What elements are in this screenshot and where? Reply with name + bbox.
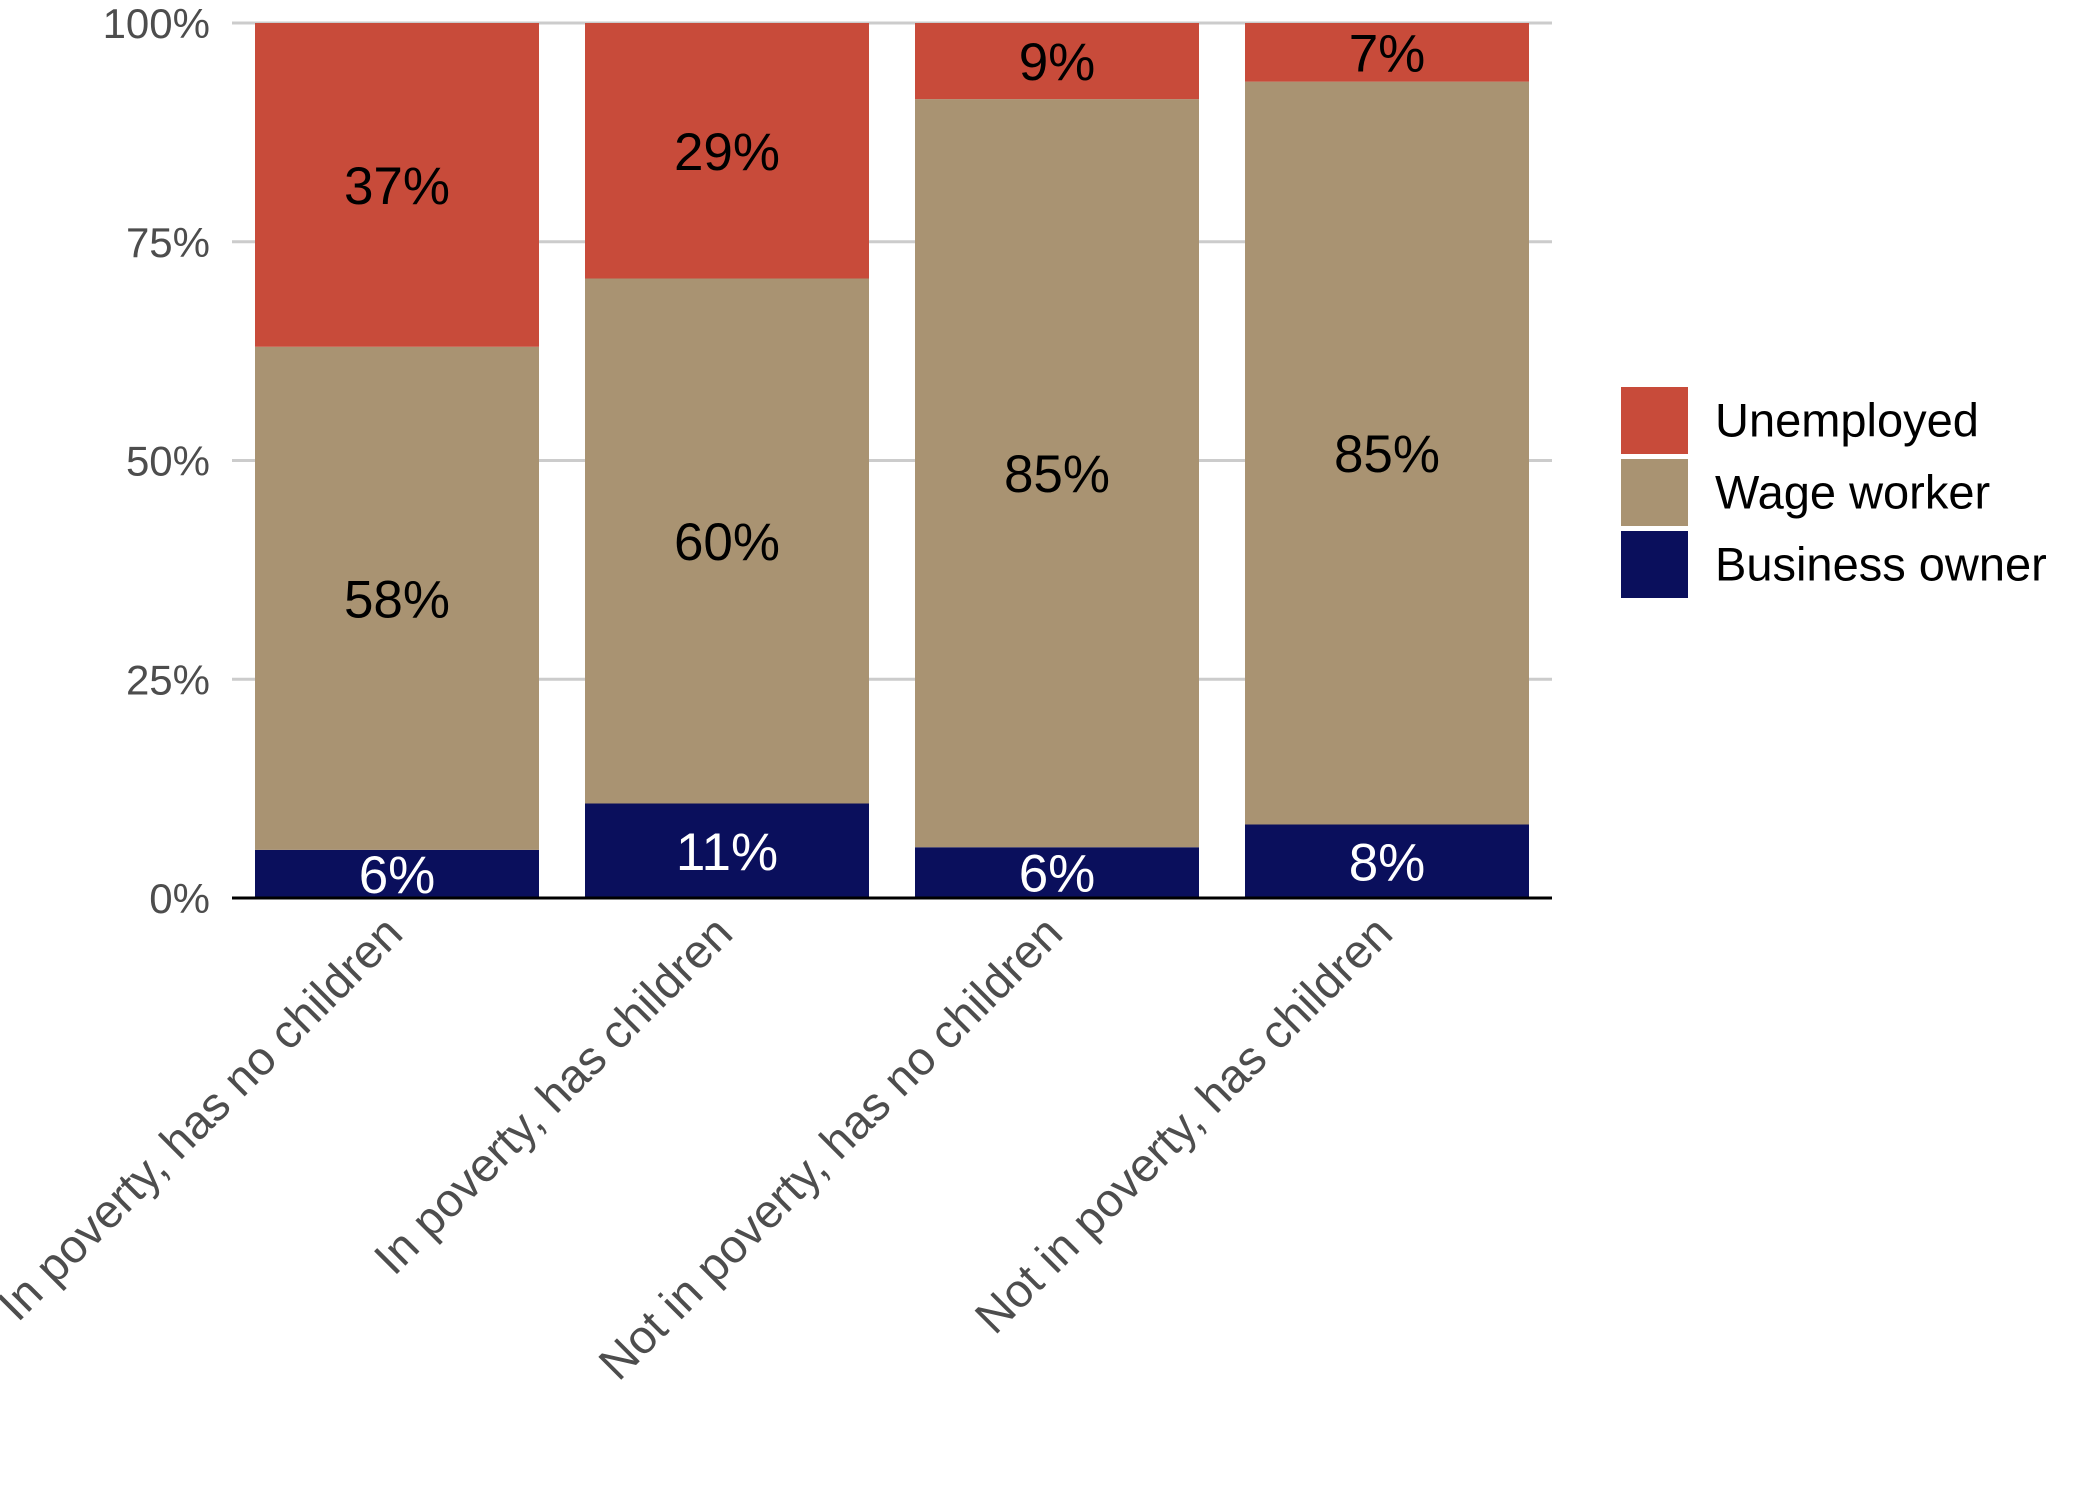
- legend-key-unemployed: [1621, 387, 1688, 454]
- data-label-unemployed-2: 29%: [674, 123, 780, 182]
- data-label-unemployed-3: 9%: [1019, 33, 1096, 92]
- legend-label-business-owner: Business owner: [1715, 538, 2047, 591]
- bar-business-owner-1: [255, 849, 539, 898]
- bar-wage-worker-2: [585, 278, 869, 804]
- legend-label-wage-worker: Wage worker: [1715, 466, 1990, 519]
- bar-business-owner-2: [585, 803, 869, 898]
- y-tick-label: 50%: [126, 438, 210, 485]
- y-tick-label: 0%: [149, 875, 210, 922]
- y-tick-label: 25%: [126, 656, 210, 703]
- data-label-wage-worker-2: 60%: [674, 513, 780, 572]
- y-tick-label: 100%: [103, 0, 210, 47]
- data-label-unemployed-1: 37%: [344, 157, 450, 216]
- data-labels: 6% 58% 37% 11% 60% 29% 6% 85% 9% 8% 85% 7%: [344, 24, 1440, 905]
- y-axis: 0% 25% 50% 75% 100%: [103, 0, 210, 922]
- data-label-business-owner-4: 8%: [1349, 833, 1426, 892]
- data-label-wage-worker-1: 58%: [344, 570, 450, 629]
- y-tick-label: 75%: [126, 219, 210, 266]
- bar-wage-worker-1: [255, 346, 539, 850]
- data-label-unemployed-4: 7%: [1349, 24, 1426, 83]
- bar-wage-worker-4: [1245, 81, 1529, 825]
- bar-unemployed-2: [585, 23, 869, 279]
- legend-label-unemployed: Unemployed: [1715, 394, 1979, 447]
- bar-unemployed-3: [915, 23, 1199, 100]
- data-label-wage-worker-3: 85%: [1004, 445, 1110, 504]
- data-label-business-owner-1: 6%: [359, 846, 436, 905]
- bar-wage-worker-3: [915, 99, 1199, 848]
- bar-unemployed-1: [255, 23, 539, 347]
- bar-unemployed-4: [1245, 23, 1529, 82]
- x-tick-label: In poverty, has children: [363, 906, 742, 1285]
- legend-key-business-owner: [1621, 531, 1688, 598]
- data-label-business-owner-3: 6%: [1019, 845, 1096, 904]
- x-tick-label: In poverty, has no children: [0, 906, 412, 1331]
- data-label-business-owner-2: 11%: [676, 823, 778, 882]
- legend-key-wage-worker: [1621, 459, 1688, 526]
- bars: [255, 23, 1529, 898]
- bar-business-owner-3: [915, 847, 1199, 898]
- bar-business-owner-4: [1245, 824, 1529, 898]
- legend: Unemployed Wage worker Business owner: [1621, 387, 2047, 598]
- data-label-wage-worker-4: 85%: [1334, 425, 1440, 484]
